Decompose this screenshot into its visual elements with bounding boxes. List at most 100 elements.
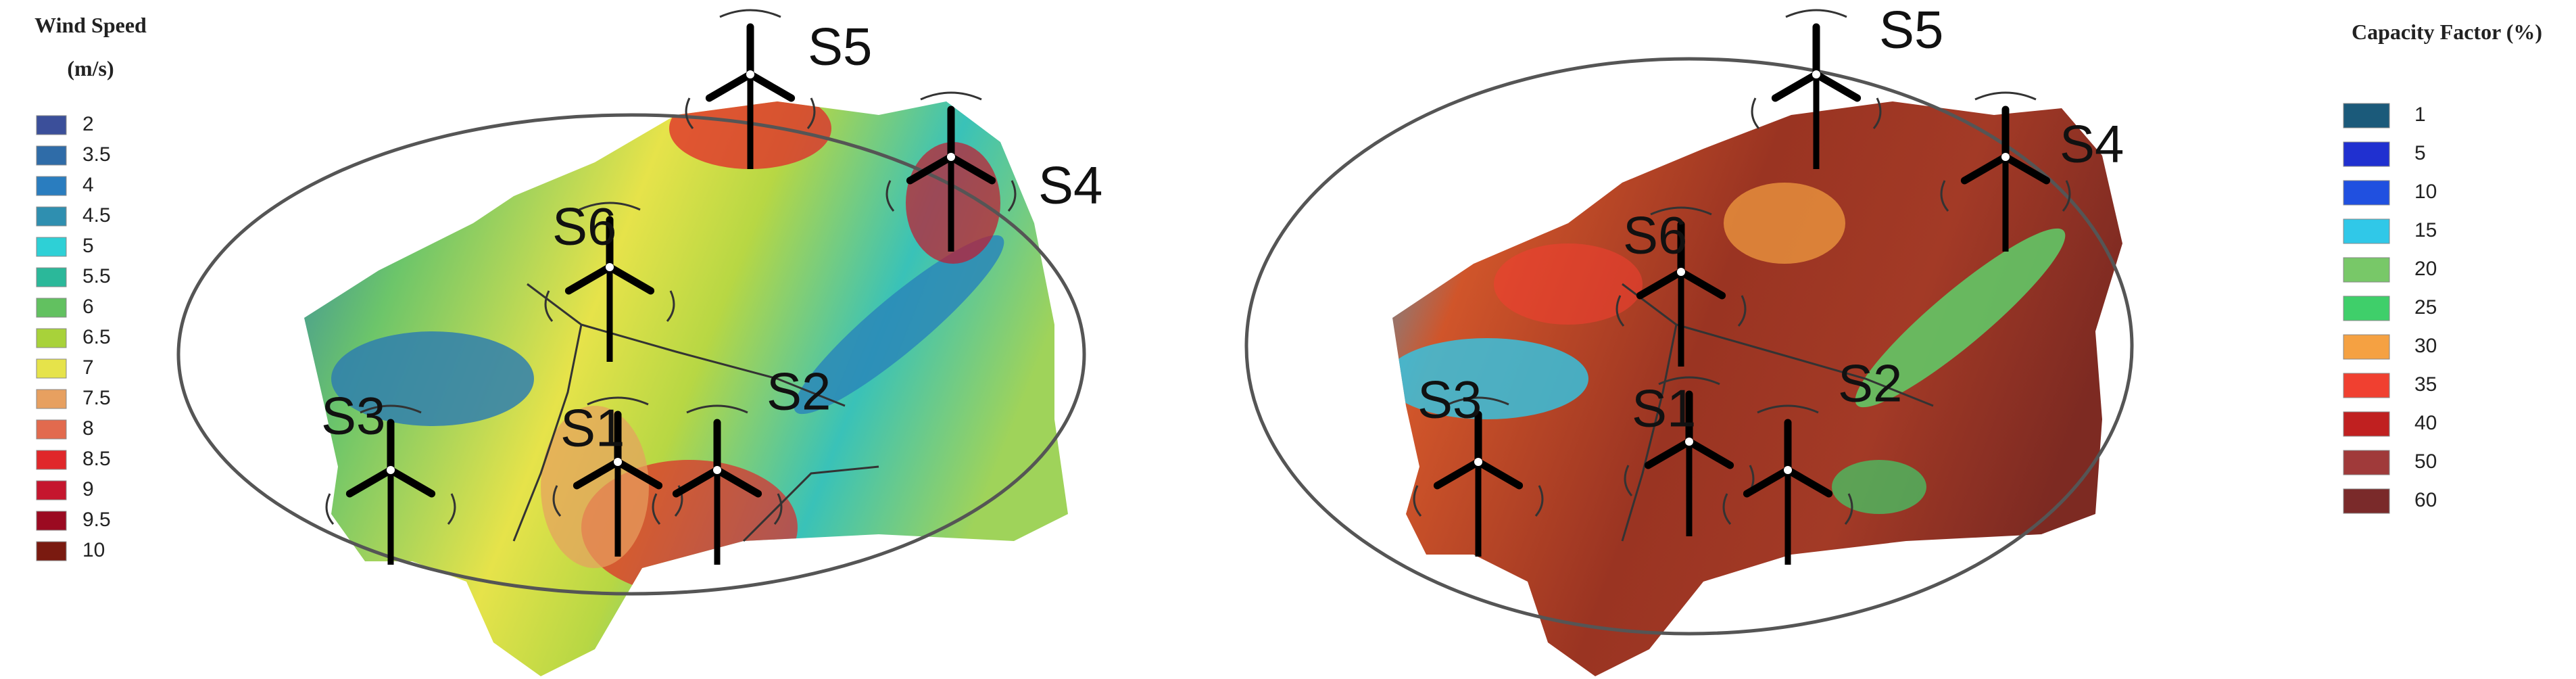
turbine-hub <box>606 263 614 271</box>
turbine-hub <box>947 153 955 161</box>
turbine-hub <box>1677 268 1685 276</box>
wind-arc <box>544 202 675 322</box>
legend-swatch <box>2343 296 2390 321</box>
turbine-blade <box>1784 466 1833 498</box>
turbine <box>1615 206 1747 367</box>
legend-label: 15 <box>2414 219 2437 241</box>
legend-swatch <box>36 237 67 257</box>
turbine-blade <box>606 263 655 295</box>
legend-label: 9 <box>82 478 94 500</box>
legend-label: 8.5 <box>82 448 111 470</box>
legend-label: 30 <box>2414 335 2437 357</box>
legend-label: 7 <box>82 356 94 379</box>
legend-label: 35 <box>2414 373 2437 396</box>
site-label: S1 <box>1632 379 1696 438</box>
legend-label: 4.5 <box>82 204 111 227</box>
legend-swatch <box>36 328 67 348</box>
turbine-hub <box>1812 70 1820 78</box>
turbine <box>1413 396 1544 557</box>
legend-label: 1 <box>2414 103 2426 126</box>
legend-swatch <box>36 541 67 561</box>
turbine <box>685 9 816 169</box>
wind-arc <box>325 404 456 525</box>
turbine-blade <box>614 458 663 490</box>
turbine-hub <box>713 466 721 474</box>
turbine-blade <box>345 466 395 498</box>
turbine-blade <box>746 70 796 102</box>
legend-label: 3.5 <box>82 143 111 166</box>
site-label: S5 <box>1879 0 1943 60</box>
site-label: S6 <box>1623 206 1687 265</box>
turbine-blade <box>1771 70 1820 102</box>
turbine-blade <box>705 70 754 102</box>
legend-swatch <box>2343 373 2390 398</box>
legend-swatch <box>36 115 67 135</box>
turbine <box>885 91 1017 252</box>
legend-swatch <box>2343 488 2390 514</box>
turbine-blade <box>573 458 622 490</box>
site-label: S3 <box>321 386 385 446</box>
turbine-blade <box>1960 153 2010 185</box>
legend-label: 6.5 <box>82 326 111 348</box>
legend-swatch <box>36 358 67 379</box>
wind-arc <box>1940 91 2071 212</box>
legend-unit: (m/s) <box>67 56 114 80</box>
turbine-blade <box>1677 268 1726 300</box>
legend-label: 20 <box>2414 258 2437 280</box>
wind-arc <box>652 404 783 525</box>
turbine-blade <box>1743 466 1792 498</box>
turbine-blade <box>2001 153 2051 185</box>
turbine-blade <box>1685 438 1734 469</box>
turbine-blade <box>672 466 721 498</box>
legend-swatch <box>2343 450 2390 475</box>
legend-swatch <box>2343 180 2390 206</box>
turbine-blade <box>1474 458 1524 490</box>
legend-label: 60 <box>2414 489 2437 511</box>
site-label: S5 <box>808 17 872 76</box>
legend-swatch <box>36 298 67 318</box>
legend-swatch <box>36 389 67 409</box>
turbine-hub <box>746 70 754 78</box>
site-label: S6 <box>552 197 616 256</box>
legend-label: 2 <box>82 113 94 135</box>
legend-swatch <box>2343 103 2390 128</box>
turbine-blade <box>1644 438 1693 469</box>
legend-swatch <box>36 267 67 287</box>
turbine-blade <box>947 153 996 185</box>
turbine-blade <box>1812 70 1862 102</box>
turbine <box>1751 9 1882 169</box>
wind-arc <box>885 91 1017 212</box>
legend-label: 9.5 <box>82 509 111 531</box>
turbine-hub <box>2001 153 2010 161</box>
legend-swatch <box>2343 257 2390 283</box>
turbine <box>552 396 683 557</box>
turbine-blade <box>564 263 614 295</box>
turbine-hub <box>614 458 622 466</box>
site-label: S4 <box>2060 114 2124 174</box>
legend-label: 5.5 <box>82 265 111 287</box>
legend-label: 4 <box>82 174 94 196</box>
turbine-hub <box>1474 458 1482 466</box>
legend-swatch <box>36 511 67 531</box>
wind-arc <box>1751 9 1882 129</box>
wind-arc <box>1413 396 1544 517</box>
legend-label: 50 <box>2414 450 2437 473</box>
turbine <box>325 404 456 565</box>
legend-swatch <box>36 419 67 440</box>
turbine <box>544 202 675 362</box>
legend-swatch <box>36 176 67 196</box>
legend-swatch <box>36 145 67 166</box>
legend-label: 40 <box>2414 412 2437 434</box>
legend-title: Capacity Factor (%) <box>2352 20 2542 44</box>
turbine <box>1624 376 1755 536</box>
legend-label: 8 <box>82 417 94 440</box>
turbine-blade <box>713 466 762 498</box>
turbine <box>652 404 783 565</box>
legend-swatch <box>2343 218 2390 244</box>
turbine <box>1940 91 2071 252</box>
legend-title: Wind Speed <box>34 13 147 37</box>
turbine-hub <box>1784 466 1792 474</box>
turbine-hub <box>387 466 395 474</box>
